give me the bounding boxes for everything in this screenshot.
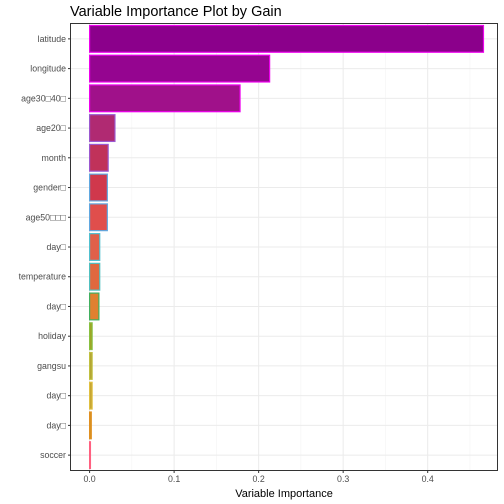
bar xyxy=(88,84,241,113)
y-tick-label: day□ xyxy=(47,242,67,252)
y-tick-label: soccer xyxy=(40,450,66,460)
x-tick-label: 0.1 xyxy=(168,474,180,484)
y-tick-label: day□ xyxy=(47,301,67,311)
y-tick-label: age30□40□ xyxy=(21,93,67,103)
y-tick-label: day□ xyxy=(47,420,67,430)
bar xyxy=(88,381,93,410)
y-tick-label: age50□□□ xyxy=(26,212,67,222)
bar xyxy=(88,322,93,351)
x-tick-label: 0.0 xyxy=(83,474,95,484)
y-tick-label: latitude xyxy=(38,34,66,44)
y-tick-label: day□ xyxy=(47,391,67,401)
x-tick-label: 0.4 xyxy=(422,474,434,484)
y-tick-label: holiday xyxy=(38,331,66,341)
bars xyxy=(88,24,485,470)
bar xyxy=(88,173,108,202)
y-tick-label: gender□ xyxy=(33,183,66,193)
x-tick-label: 0.3 xyxy=(337,474,349,484)
bar xyxy=(88,411,92,440)
y-tick-label: month xyxy=(42,153,67,163)
bar xyxy=(88,24,485,53)
bar xyxy=(88,233,101,261)
y-tick-label: age20□ xyxy=(36,123,66,133)
y-tick-label: gangsu xyxy=(37,361,66,371)
bar xyxy=(88,54,271,83)
y-tick-label: temperature xyxy=(19,272,67,282)
chart-title: Variable Importance Plot by Gain xyxy=(70,4,282,20)
bar xyxy=(88,143,109,172)
bar xyxy=(88,262,101,291)
x-axis: 0.0 0.1 0.2 0.3 0.4 xyxy=(83,470,434,484)
bar xyxy=(88,114,116,143)
y-axis: latitude longitude age30□40□ age20□ month gen… xyxy=(19,34,71,460)
bar xyxy=(88,292,100,321)
x-tick-label: 0.2 xyxy=(253,474,265,484)
bar xyxy=(88,351,93,380)
bar xyxy=(88,203,108,232)
bar xyxy=(88,441,92,470)
y-tick-label: longitude xyxy=(30,64,66,74)
x-axis-label: Variable Importance xyxy=(235,488,333,500)
